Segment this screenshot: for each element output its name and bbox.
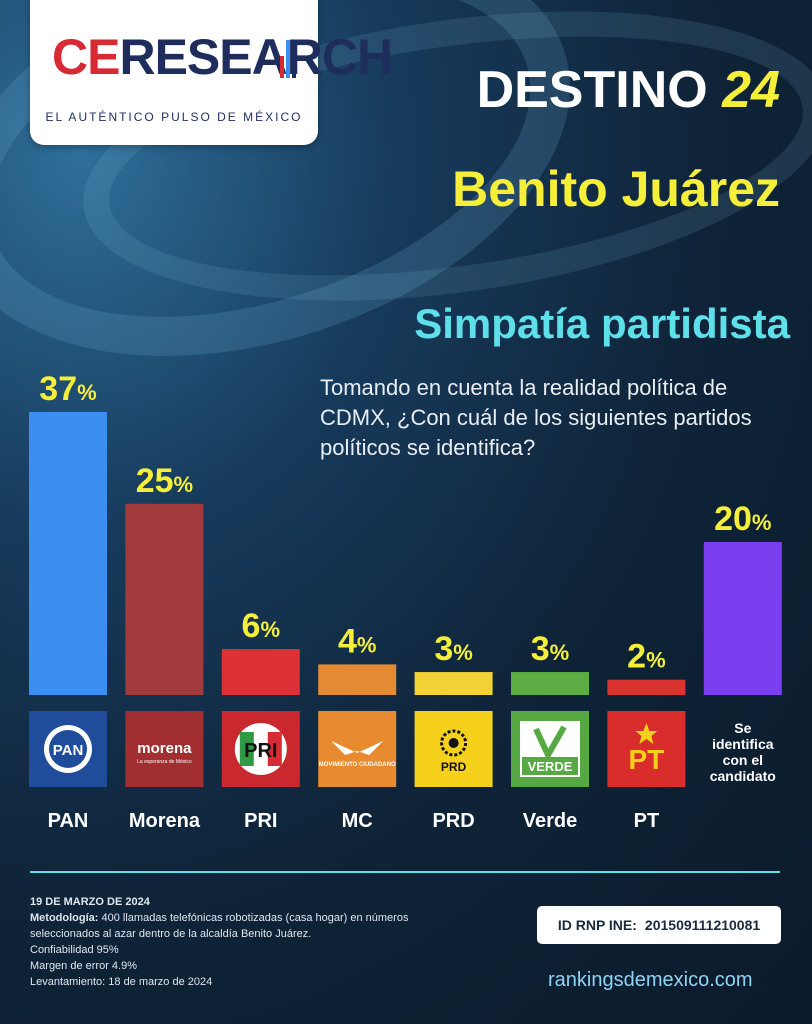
bar-6 — [607, 679, 686, 695]
logo-bars-icon — [280, 40, 296, 78]
logo-wordmark: CERESEARCH — [52, 29, 393, 85]
rnp-id-badge: ID RNP INE: 201509111210081 — [537, 906, 781, 944]
bar-2 — [221, 649, 300, 695]
category-label-7-line-3: candidato — [710, 768, 776, 784]
methodology: Metodología: 400 llamadas telefónicas ro… — [30, 912, 409, 940]
pt-star-icon — [635, 723, 658, 744]
category-label-0: PAN — [48, 810, 89, 832]
category-label-3: MC — [342, 810, 373, 832]
bar-3 — [318, 664, 397, 695]
bar-7 — [703, 542, 782, 695]
verde-logo-band — [522, 757, 578, 775]
morena-logo-subtext: La esperanza de México — [137, 759, 192, 765]
pan-logo-disc — [49, 730, 87, 768]
category-label-2: PRI — [244, 810, 277, 832]
survey-question: Tomando en cuenta la realidad política d… — [320, 375, 752, 460]
fieldwork-date: Levantamiento: 18 de marzo de 2024 — [30, 976, 213, 988]
destino-title: DESTINO 24 — [476, 61, 780, 119]
prd-logo-text: PRD — [441, 760, 467, 774]
pan-logo-text: PAN — [53, 742, 84, 759]
mc-logo-text: MOVIMIENTO CIUDADANO — [319, 762, 396, 768]
prd-sun-core — [448, 738, 459, 748]
pri-logo-green — [239, 732, 254, 766]
prd-logo-icon — [414, 711, 493, 787]
data-label-4: 3% — [434, 630, 472, 668]
mc-eagle-shape — [331, 741, 384, 755]
methodology-notes: 19 DE MARZO DE 2024 Metodología: 400 lla… — [30, 894, 450, 990]
category-label-4: PRD — [432, 810, 474, 832]
data-label-6: 2% — [627, 638, 665, 676]
rnp-label: ID RNP INE: — [557, 917, 637, 933]
prd-sun-shape — [440, 729, 468, 757]
data-label-5: 3% — [531, 630, 569, 668]
rnp-value: 201509111210081 — [644, 917, 761, 933]
place-title: Benito Juárez — [452, 161, 780, 217]
bar-0 — [29, 412, 107, 695]
morena-logo-text: morena — [137, 740, 192, 757]
bar-chart: 37% PAN PAN 25% morena La esperanza de México… — [29, 370, 782, 832]
morena-logo-icon — [125, 711, 204, 787]
chart-subtitle: Simpatía partidista — [414, 300, 790, 347]
verde-check-shape — [533, 725, 567, 762]
confidence-level: Confiabilidad 95% — [30, 944, 119, 956]
verde-logo-text: VERDE — [528, 759, 573, 774]
divider — [30, 871, 780, 873]
data-label-7: 20% — [714, 500, 771, 538]
website-link[interactable]: rankingsdemexico.com — [548, 969, 753, 991]
category-label-7-line-1: identifica — [712, 736, 774, 752]
data-label-3: 4% — [338, 622, 376, 660]
data-label-1: 25% — [136, 462, 193, 500]
pri-logo-red — [267, 732, 282, 766]
bar-5 — [511, 672, 589, 695]
data-label-0: 37% — [39, 370, 96, 408]
mc-logo-icon — [318, 711, 397, 787]
data-label-2: 6% — [242, 607, 280, 645]
category-label-5: Verde — [523, 810, 577, 832]
category-label-7-line-2: con el — [723, 752, 763, 768]
category-label-1: Morena — [129, 810, 201, 832]
survey-date: 19 DE MARZO DE 2024 — [30, 896, 150, 908]
category-label-6: PT — [634, 810, 660, 832]
bar-4 — [414, 672, 493, 695]
margin-of-error: Margen de error 4.9% — [30, 960, 137, 972]
logo-tagline: EL AUTÉNTICO PULSO DE MÉXICO — [45, 110, 303, 124]
ceresearch-logo: CERESEARCH EL AUTÉNTICO PULSO DE MÉXICO — [30, 0, 393, 145]
category-label-7-line-0: Se — [734, 720, 751, 736]
bar-1 — [125, 503, 204, 695]
pt-logo-text: PT — [629, 744, 665, 775]
pri-logo-text: PRI — [244, 740, 277, 762]
